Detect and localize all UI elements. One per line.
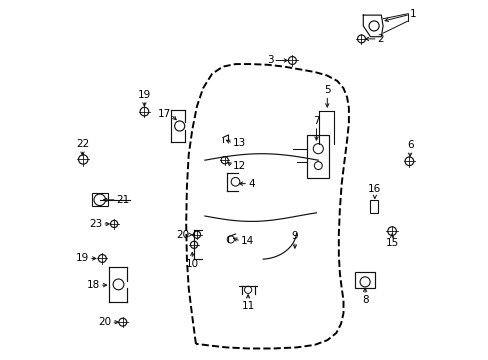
Text: 15: 15 [385,238,398,248]
Text: 14: 14 [241,236,254,246]
Text: 1: 1 [409,9,416,19]
Text: 10: 10 [185,259,199,269]
Text: 9: 9 [291,231,298,241]
Text: 22: 22 [76,139,89,149]
Text: 11: 11 [241,301,254,311]
Text: 13: 13 [232,138,246,148]
Text: 20: 20 [98,317,111,327]
Text: 23: 23 [89,219,102,229]
Text: 5: 5 [324,85,330,95]
Bar [92,193,107,206]
Text: 7: 7 [312,116,319,126]
Text: 3: 3 [266,55,273,66]
Text: 20: 20 [176,230,189,240]
Text: 18: 18 [86,280,100,290]
Text: 2: 2 [377,34,384,44]
Text: 19: 19 [138,90,151,100]
Text: 17: 17 [157,109,170,120]
Text: 8: 8 [361,295,367,305]
Bar [369,200,378,213]
Bar [307,135,328,178]
Text: 12: 12 [232,161,246,171]
Text: 16: 16 [367,184,381,194]
Text: 21: 21 [117,195,130,205]
Text: 6: 6 [406,140,412,150]
Text: 4: 4 [247,179,254,189]
Bar [354,272,374,288]
Text: 19: 19 [76,253,89,264]
